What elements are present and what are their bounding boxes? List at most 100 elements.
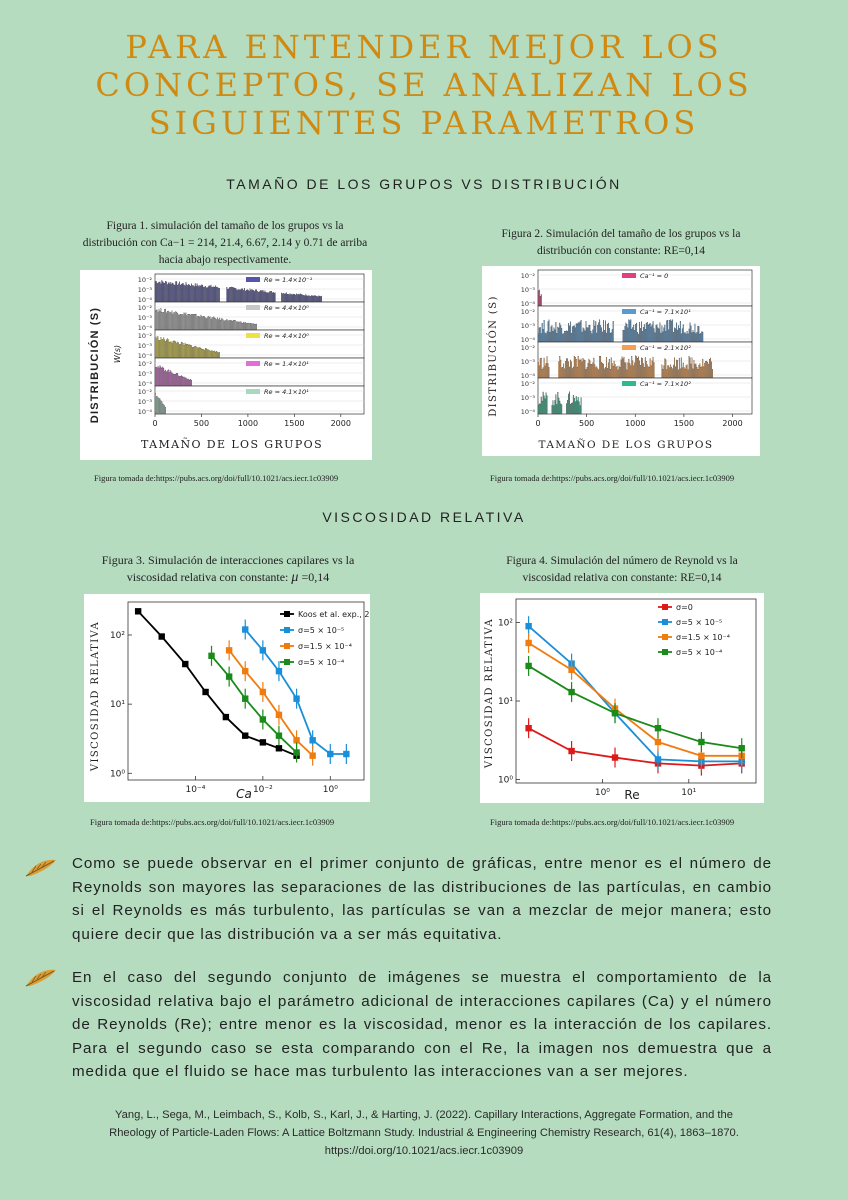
histogram-bar — [588, 325, 590, 343]
data-point — [654, 756, 662, 763]
histogram-bar — [558, 397, 560, 415]
histogram-bar — [629, 320, 631, 343]
histogram-bar — [215, 352, 217, 359]
histogram-bar — [539, 358, 541, 379]
histogram-bar — [154, 393, 156, 415]
histogram-bar — [239, 289, 241, 303]
figure-3-caption-end: =0,14 — [298, 570, 330, 584]
histogram-bar — [568, 361, 569, 379]
histogram-bar — [690, 325, 692, 343]
histogram-bar — [321, 295, 323, 303]
histogram-bar — [214, 286, 216, 303]
histogram-bar — [634, 330, 636, 343]
histogram-bar — [264, 290, 266, 303]
y-tick-label: 10² — [110, 631, 125, 641]
histogram-bar — [676, 322, 677, 343]
histogram-bar — [572, 325, 574, 343]
histogram-bar — [664, 324, 666, 343]
histogram-bar — [301, 294, 303, 303]
histogram-bar — [187, 379, 189, 387]
figure-3-caption: Figura 3. Simulación de interacciones ca… — [80, 552, 376, 586]
histogram-bar — [684, 368, 686, 379]
y-tick-label: 10⁻³ — [521, 286, 536, 294]
histogram-bar — [552, 331, 554, 343]
histogram-bar — [175, 311, 177, 331]
feather-icon — [24, 966, 58, 995]
histogram-bar — [688, 356, 690, 379]
histogram-bar — [198, 316, 200, 331]
y-tick-label: 10⁻³ — [521, 358, 536, 366]
title-line-1: PARA ENTENDER MEJOR LOS — [125, 28, 723, 66]
histogram-bar — [682, 362, 684, 379]
histogram-bar — [574, 357, 576, 379]
x-tick-label: 500 — [194, 419, 209, 428]
histogram-bar — [561, 327, 563, 343]
histogram-bar — [612, 321, 614, 343]
histogram-bar — [294, 294, 296, 303]
histogram-bar — [168, 283, 170, 303]
histogram-bar — [169, 341, 171, 359]
histogram-bar — [320, 296, 322, 303]
histogram-bar — [169, 369, 171, 387]
histogram-bar — [569, 366, 570, 379]
histogram-bar — [229, 320, 231, 331]
histogram-bar — [247, 322, 249, 331]
legend-label: Re = 4.4×10⁰ — [264, 332, 309, 340]
histogram-bar — [610, 332, 612, 343]
histogram-bar — [671, 366, 673, 379]
histogram-bar — [588, 358, 590, 379]
histogram-bar — [167, 339, 169, 359]
histogram-bar — [632, 327, 634, 343]
x-tick-label: 500 — [579, 419, 594, 428]
subplot-frame — [537, 269, 753, 307]
histogram-bar — [296, 294, 298, 303]
histogram-bar — [228, 288, 230, 303]
histogram-bar — [227, 320, 229, 331]
histogram-bar — [157, 311, 159, 331]
histogram-bar — [676, 359, 678, 379]
histogram-bar — [252, 323, 254, 331]
figure-4-xlabel: Re — [624, 788, 639, 802]
histogram-bar — [155, 338, 157, 359]
histogram-bar — [553, 327, 555, 343]
histogram-bar — [577, 397, 579, 415]
histogram-bar — [168, 341, 170, 359]
histogram-bar — [636, 356, 638, 379]
histogram-bar — [216, 351, 218, 359]
figure-2-xlabel: TAMAÑO DE LOS GRUPOS — [538, 437, 713, 451]
histogram-bar — [165, 341, 166, 359]
histogram-bar — [156, 367, 158, 387]
data-point — [259, 739, 267, 746]
data-point — [654, 738, 662, 746]
histogram-bar — [309, 295, 310, 303]
histogram-bar — [677, 369, 679, 379]
histogram-bar — [315, 295, 317, 303]
histogram-bar — [162, 403, 164, 415]
histogram-bar — [203, 287, 205, 303]
histogram-bar — [165, 281, 166, 303]
histogram-bar — [702, 358, 704, 379]
histogram-bar — [661, 364, 663, 379]
histogram-bar — [222, 319, 224, 331]
histogram-bar — [700, 367, 702, 379]
histogram-bar — [212, 317, 214, 331]
histogram-bar — [170, 371, 172, 387]
histogram-bar — [644, 329, 646, 343]
histogram-bar — [215, 285, 217, 303]
histogram-bar — [244, 288, 245, 303]
histogram-bar — [162, 281, 164, 303]
histogram-bar — [215, 318, 217, 331]
data-point — [293, 695, 300, 702]
histogram-bar — [219, 320, 221, 331]
histogram-bar — [575, 359, 577, 379]
histogram-bar — [182, 283, 184, 303]
histogram-bar — [171, 372, 173, 387]
histogram-bar — [652, 321, 654, 343]
histogram-bar — [598, 369, 600, 379]
histogram-bar — [242, 288, 244, 303]
histogram-bar — [559, 322, 561, 343]
histogram-bar — [711, 369, 713, 379]
figure-4-chart: VISCOSIDAD RELATIVA Re 10⁰ 10¹ 10² 10¹ 10⁰ σ=… — [484, 598, 757, 802]
figure-4-caption: Figura 4. Simulación del número de Reyno… — [506, 555, 738, 584]
histogram-bar — [200, 348, 202, 359]
